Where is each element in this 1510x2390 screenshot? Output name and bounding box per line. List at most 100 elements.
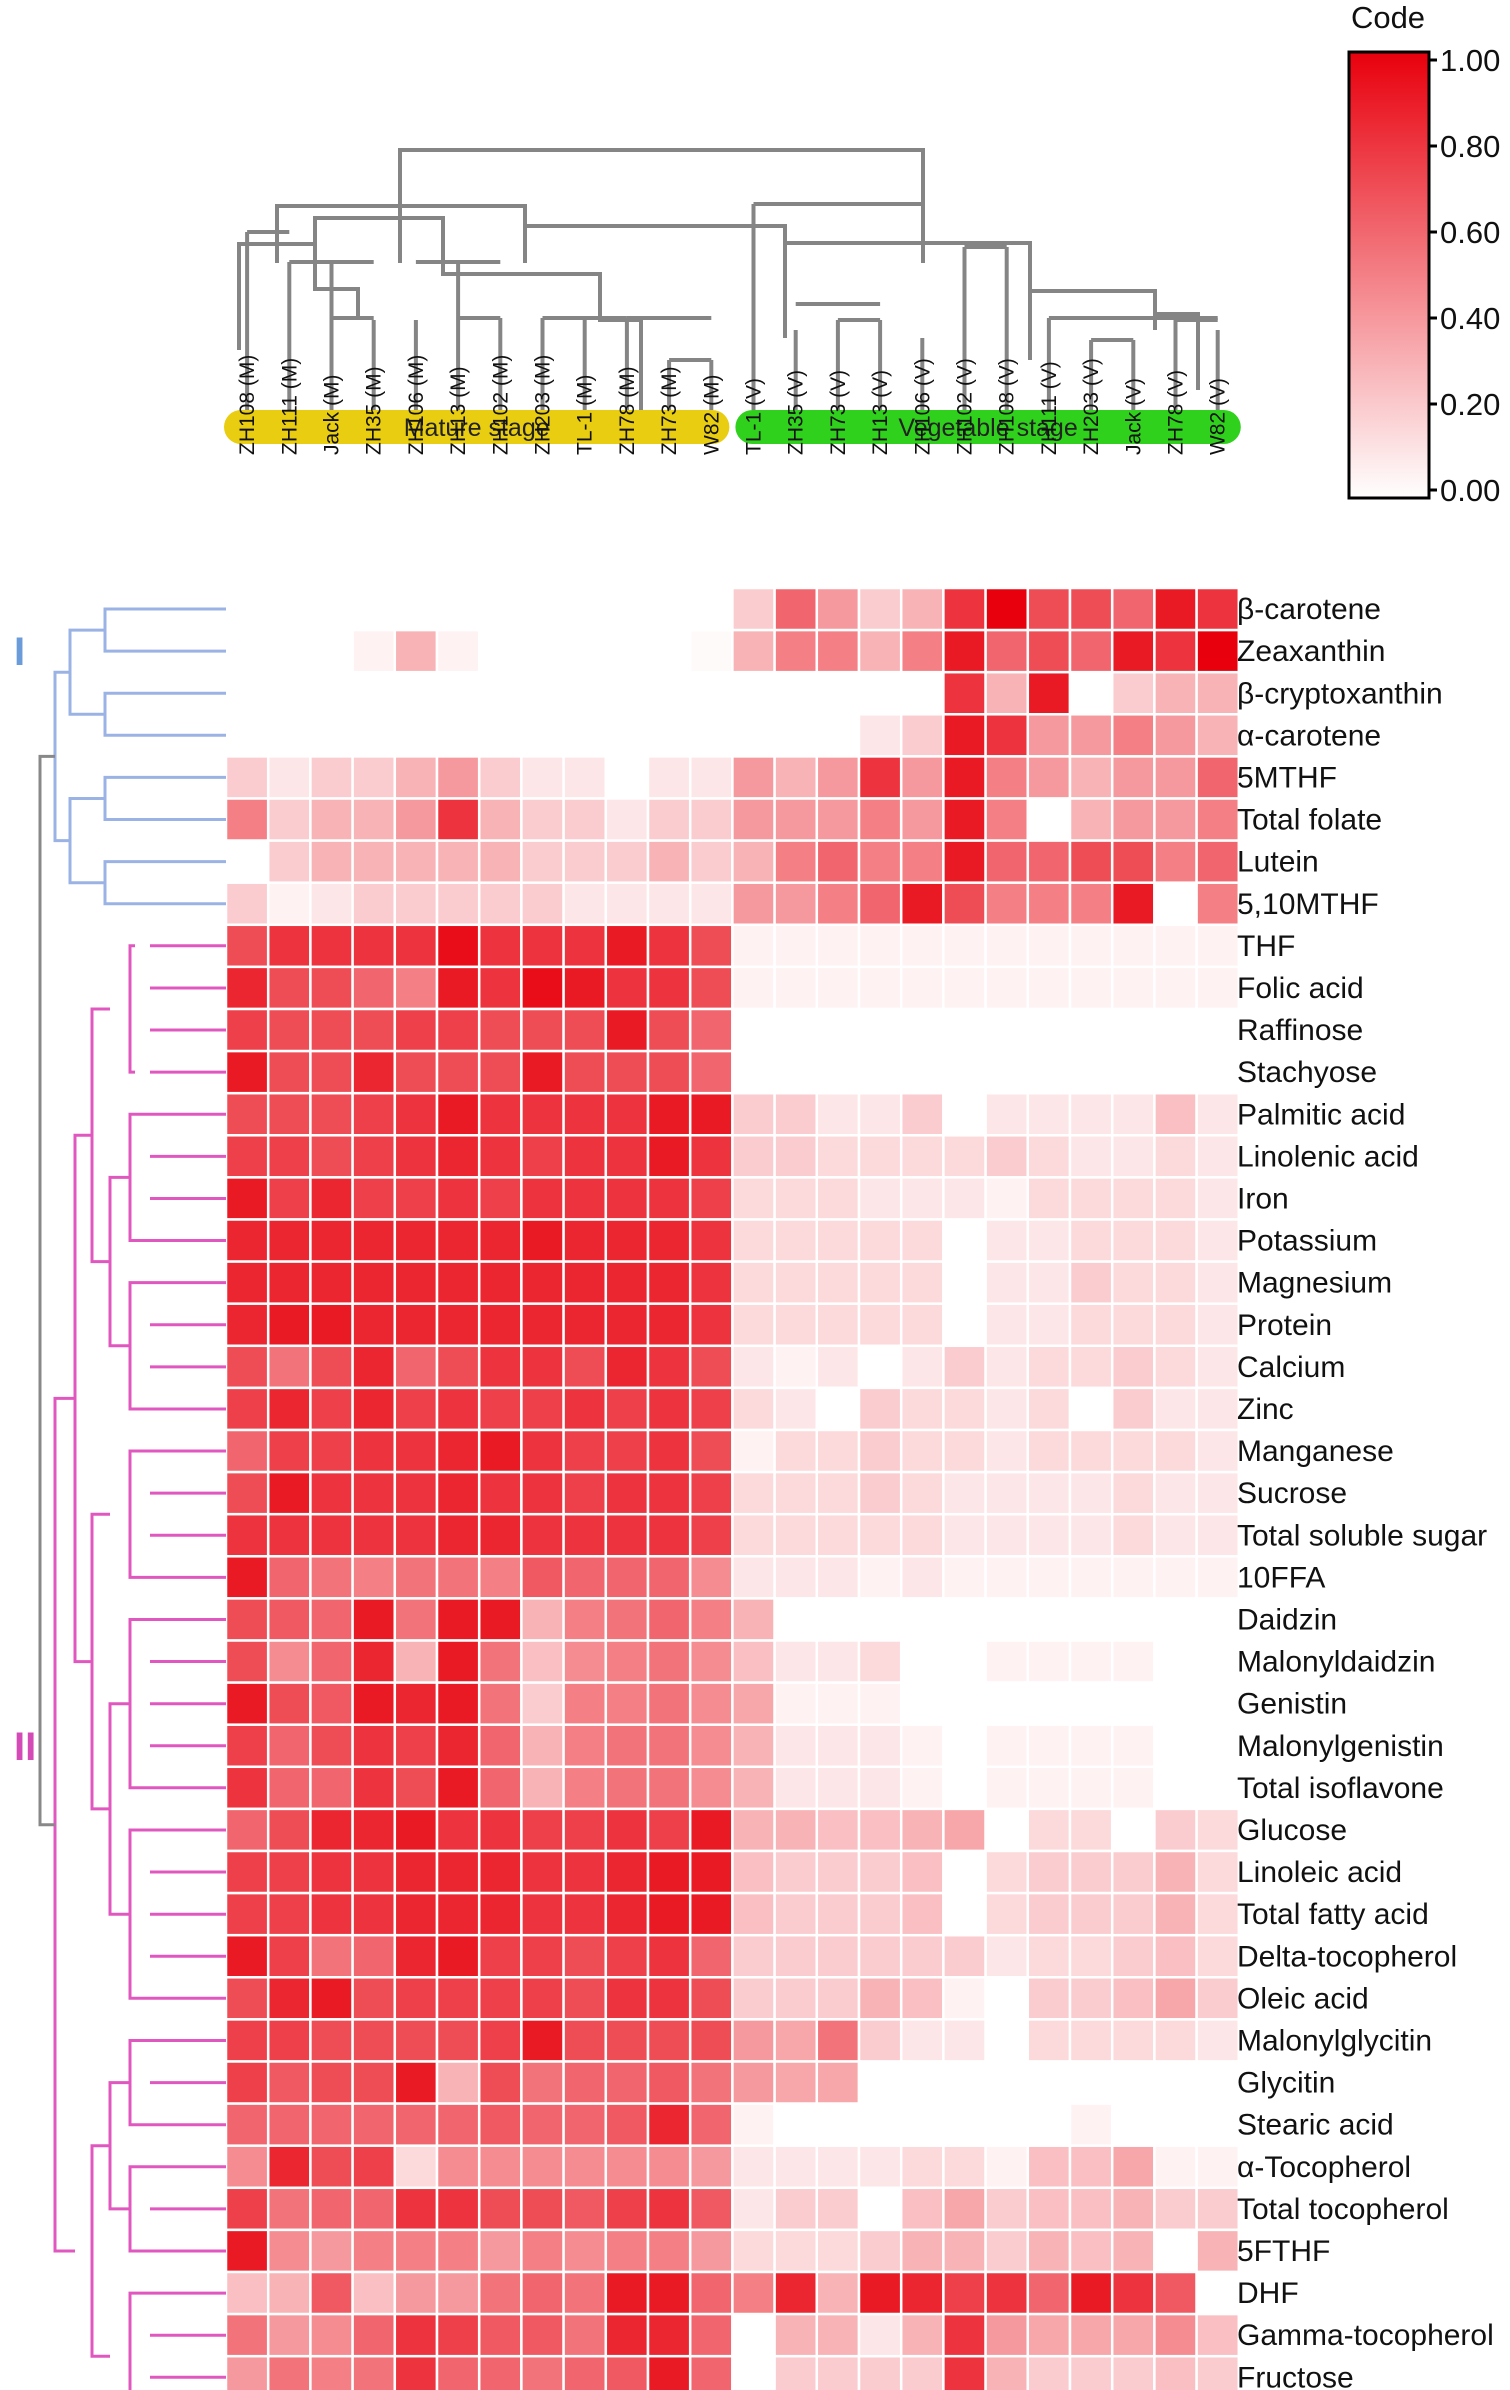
heatmap-cell	[477, 1891, 523, 1937]
heatmap-cell	[351, 1849, 397, 1895]
heatmap-cell	[562, 2060, 608, 2105]
heatmap-cell	[477, 2060, 523, 2105]
heatmap-cell	[731, 1681, 776, 1726]
heatmap-cell	[984, 1007, 1030, 1053]
heatmap-cell	[1153, 1344, 1198, 1390]
heatmap-cell	[435, 1470, 481, 1516]
heatmap-cell	[731, 1807, 776, 1853]
heatmap-cell	[688, 2102, 734, 2147]
heatmap-cell	[1068, 923, 1114, 969]
heatmap-cell	[351, 1302, 397, 1348]
heatmap-cell	[351, 1134, 397, 1179]
heatmap-cell	[731, 628, 776, 674]
heatmap-cell	[477, 1260, 523, 1305]
col-dendro-link	[1153, 312, 1200, 390]
row-dendro-link	[108, 2081, 130, 2211]
heatmap-cell	[1110, 1007, 1156, 1053]
heatmap-cell	[1195, 1765, 1241, 1811]
heatmap-cell	[857, 1891, 903, 1937]
heatmap-cell	[435, 713, 481, 758]
heatmap-cell	[562, 755, 608, 800]
heatmap-cell	[477, 2102, 523, 2147]
heatmap-cell	[646, 2270, 692, 2316]
heatmap-cell	[1153, 1302, 1198, 1348]
heatmap-cell	[435, 2312, 481, 2358]
heatmap-cell	[1195, 1512, 1241, 1558]
heatmap-cell	[984, 797, 1030, 842]
heatmap-cell	[351, 839, 397, 884]
heatmap-cell	[520, 713, 565, 758]
heatmap-cell	[646, 965, 692, 1011]
heatmap-cell	[266, 1260, 312, 1305]
heatmap-cell	[984, 839, 1030, 884]
heatmap-cell	[435, 1428, 481, 1474]
heatmap-cell	[773, 923, 819, 969]
heatmap-cell	[224, 1597, 270, 1642]
heatmap-cell	[266, 923, 312, 969]
heatmap-cell	[1068, 1681, 1114, 1726]
heatmap-cell	[224, 1260, 270, 1305]
heatmap-cell	[815, 1555, 861, 1600]
heatmap-cell	[477, 1007, 523, 1053]
heatmap-cell	[942, 586, 987, 632]
heatmap-cell	[1110, 2018, 1156, 2063]
heatmap-cell	[266, 839, 312, 884]
heatmap-cell	[520, 1218, 565, 1263]
heatmap-cell	[942, 1470, 987, 1516]
heatmap-cell	[815, 1807, 861, 1853]
heatmap-cell	[984, 2018, 1030, 2063]
heatmap-cell	[266, 1723, 312, 1769]
heatmap-cell	[857, 2312, 903, 2358]
heatmap-cell	[393, 881, 439, 927]
heatmap-cell	[731, 1891, 776, 1937]
heatmap-cell	[646, 755, 692, 800]
col-dendro-link	[313, 216, 445, 263]
row-dendrogram	[38, 607, 226, 2390]
heatmap-cell	[393, 2144, 439, 2190]
heatmap-cell	[646, 2060, 692, 2105]
heatmap-cell	[942, 1428, 987, 1474]
heatmap-cell	[1195, 2312, 1241, 2358]
heatmap-cell	[477, 839, 523, 884]
heatmap-cell	[688, 1176, 734, 1221]
heatmap-cell	[1110, 1176, 1156, 1221]
heatmap-cell	[562, 2186, 608, 2232]
heatmap-cell	[266, 1555, 312, 1600]
heatmap-cell	[773, 1807, 819, 1853]
col-dendro-link	[1028, 289, 1157, 360]
heatmap-cell	[351, 2102, 397, 2147]
heatmap-cell	[1195, 713, 1241, 758]
heatmap-cell	[393, 839, 439, 884]
heatmap-cell	[942, 1302, 987, 1348]
heatmap-cell	[857, 755, 903, 800]
heatmap-cell	[477, 1302, 523, 1348]
heatmap-cell	[942, 2060, 987, 2105]
heatmap-cell	[393, 1976, 439, 2021]
heatmap-cell	[604, 2228, 650, 2274]
heatmap-cell	[477, 1976, 523, 2021]
heatmap-cell	[435, 1344, 481, 1390]
heatmap-cell	[520, 1176, 565, 1221]
heatmap-cell	[1110, 1555, 1156, 1600]
heatmap-cell	[224, 1891, 270, 1937]
heatmap-cell	[646, 1723, 692, 1769]
heatmap-cell	[646, 1260, 692, 1305]
heatmap-cell	[899, 2228, 945, 2274]
heatmap-cell	[1026, 1176, 1072, 1221]
heatmap-cell	[773, 1344, 819, 1390]
heatmap-cell	[731, 2102, 776, 2147]
heatmap-cell	[1153, 670, 1198, 716]
heatmap-cell	[773, 1765, 819, 1811]
row-label: Total fatty acid	[1237, 1898, 1429, 1931]
heatmap-cell	[1068, 628, 1114, 674]
heatmap-cell	[266, 1176, 312, 1221]
heatmap-cell	[1026, 1639, 1072, 1684]
heatmap-cell	[942, 2186, 987, 2232]
heatmap-cell	[1153, 1597, 1198, 1642]
heatmap-cell	[857, 797, 903, 842]
heatmap-cell	[773, 670, 819, 716]
heatmap-cell	[477, 1555, 523, 1600]
heatmap-cell	[393, 586, 439, 632]
group-bar	[224, 410, 730, 444]
heatmap-cell	[1195, 1891, 1241, 1937]
